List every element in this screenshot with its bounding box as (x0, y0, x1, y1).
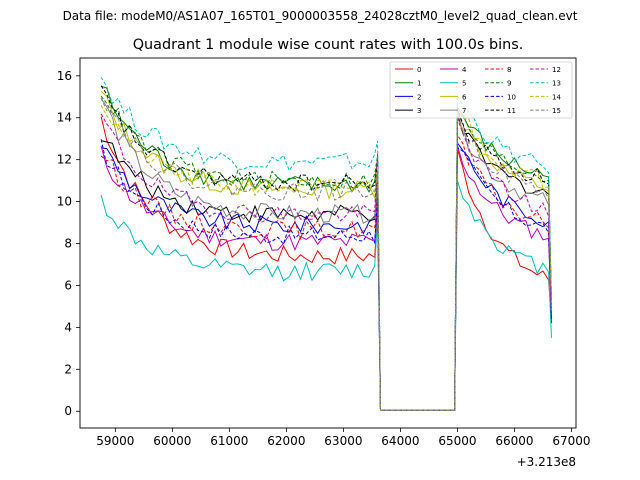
y-tick-label: 12 (57, 153, 72, 167)
x-tick-label: 66000 (495, 434, 533, 448)
x-offset-label: +3.213e8 (517, 455, 576, 469)
legend-label: 12 (552, 66, 561, 74)
series-line-4 (100, 144, 552, 411)
y-tick-label: 14 (57, 111, 72, 125)
y-tick-label: 8 (64, 237, 72, 251)
series-line-14 (100, 105, 552, 411)
series-line-8 (100, 133, 552, 411)
y-tick-label: 16 (57, 69, 72, 83)
series-line-1 (100, 85, 552, 411)
y-tick-label: 4 (64, 320, 72, 334)
legend-label: 11 (507, 107, 516, 115)
x-tick-label: 60000 (153, 434, 191, 448)
series-line-9 (100, 95, 552, 411)
x-tick-label: 62000 (267, 434, 305, 448)
series-line-11 (100, 85, 552, 411)
x-tick-label: 59000 (96, 434, 134, 448)
legend-label: 8 (507, 66, 511, 74)
legend-label: 2 (417, 93, 421, 101)
series-line-0 (100, 116, 552, 411)
plot-frame (79, 57, 577, 429)
y-axis: 0 2 4 6 8 10 12 14 16 (57, 69, 80, 418)
series-line-2 (101, 141, 552, 411)
series-line-13 (100, 76, 552, 411)
series-line-3 (100, 113, 552, 411)
series-lines (100, 76, 552, 411)
legend-label: 1 (417, 80, 421, 88)
series-line-5 (100, 180, 552, 411)
x-tick-label: 64000 (381, 434, 419, 448)
series-line-12 (100, 113, 552, 411)
x-tick-label: 61000 (210, 434, 248, 448)
legend-label: 3 (417, 107, 421, 115)
legend-label: 5 (462, 80, 466, 88)
legend-label: 7 (462, 107, 466, 115)
series-line-10 (100, 139, 552, 411)
legend-label: 4 (462, 66, 467, 74)
x-axis: 59000 60000 61000 62000 63000 64000 65000 66000… (96, 428, 591, 448)
chart-suptitle: Data file: modeM0/AS1A07_165T01_90000035… (63, 9, 578, 23)
x-tick-label: 67000 (552, 434, 590, 448)
legend-label: 9 (507, 80, 511, 88)
y-tick-label: 6 (64, 278, 72, 292)
y-tick-label: 10 (57, 195, 72, 209)
legend-label: 13 (552, 80, 561, 88)
x-tick-label: 65000 (438, 434, 476, 448)
legend-label: 0 (417, 66, 421, 74)
legend-label: 6 (462, 93, 467, 101)
legend-label: 15 (552, 107, 561, 115)
legend-label: 10 (507, 93, 516, 101)
legend-box (389, 61, 573, 119)
legend-label: 14 (552, 93, 561, 101)
chart-title: Quadrant 1 module wise count rates with … (133, 37, 524, 53)
series-line-15 (100, 97, 552, 411)
x-tick-label: 63000 (324, 434, 362, 448)
y-tick-label: 2 (64, 362, 72, 376)
y-tick-label: 0 (64, 404, 72, 418)
